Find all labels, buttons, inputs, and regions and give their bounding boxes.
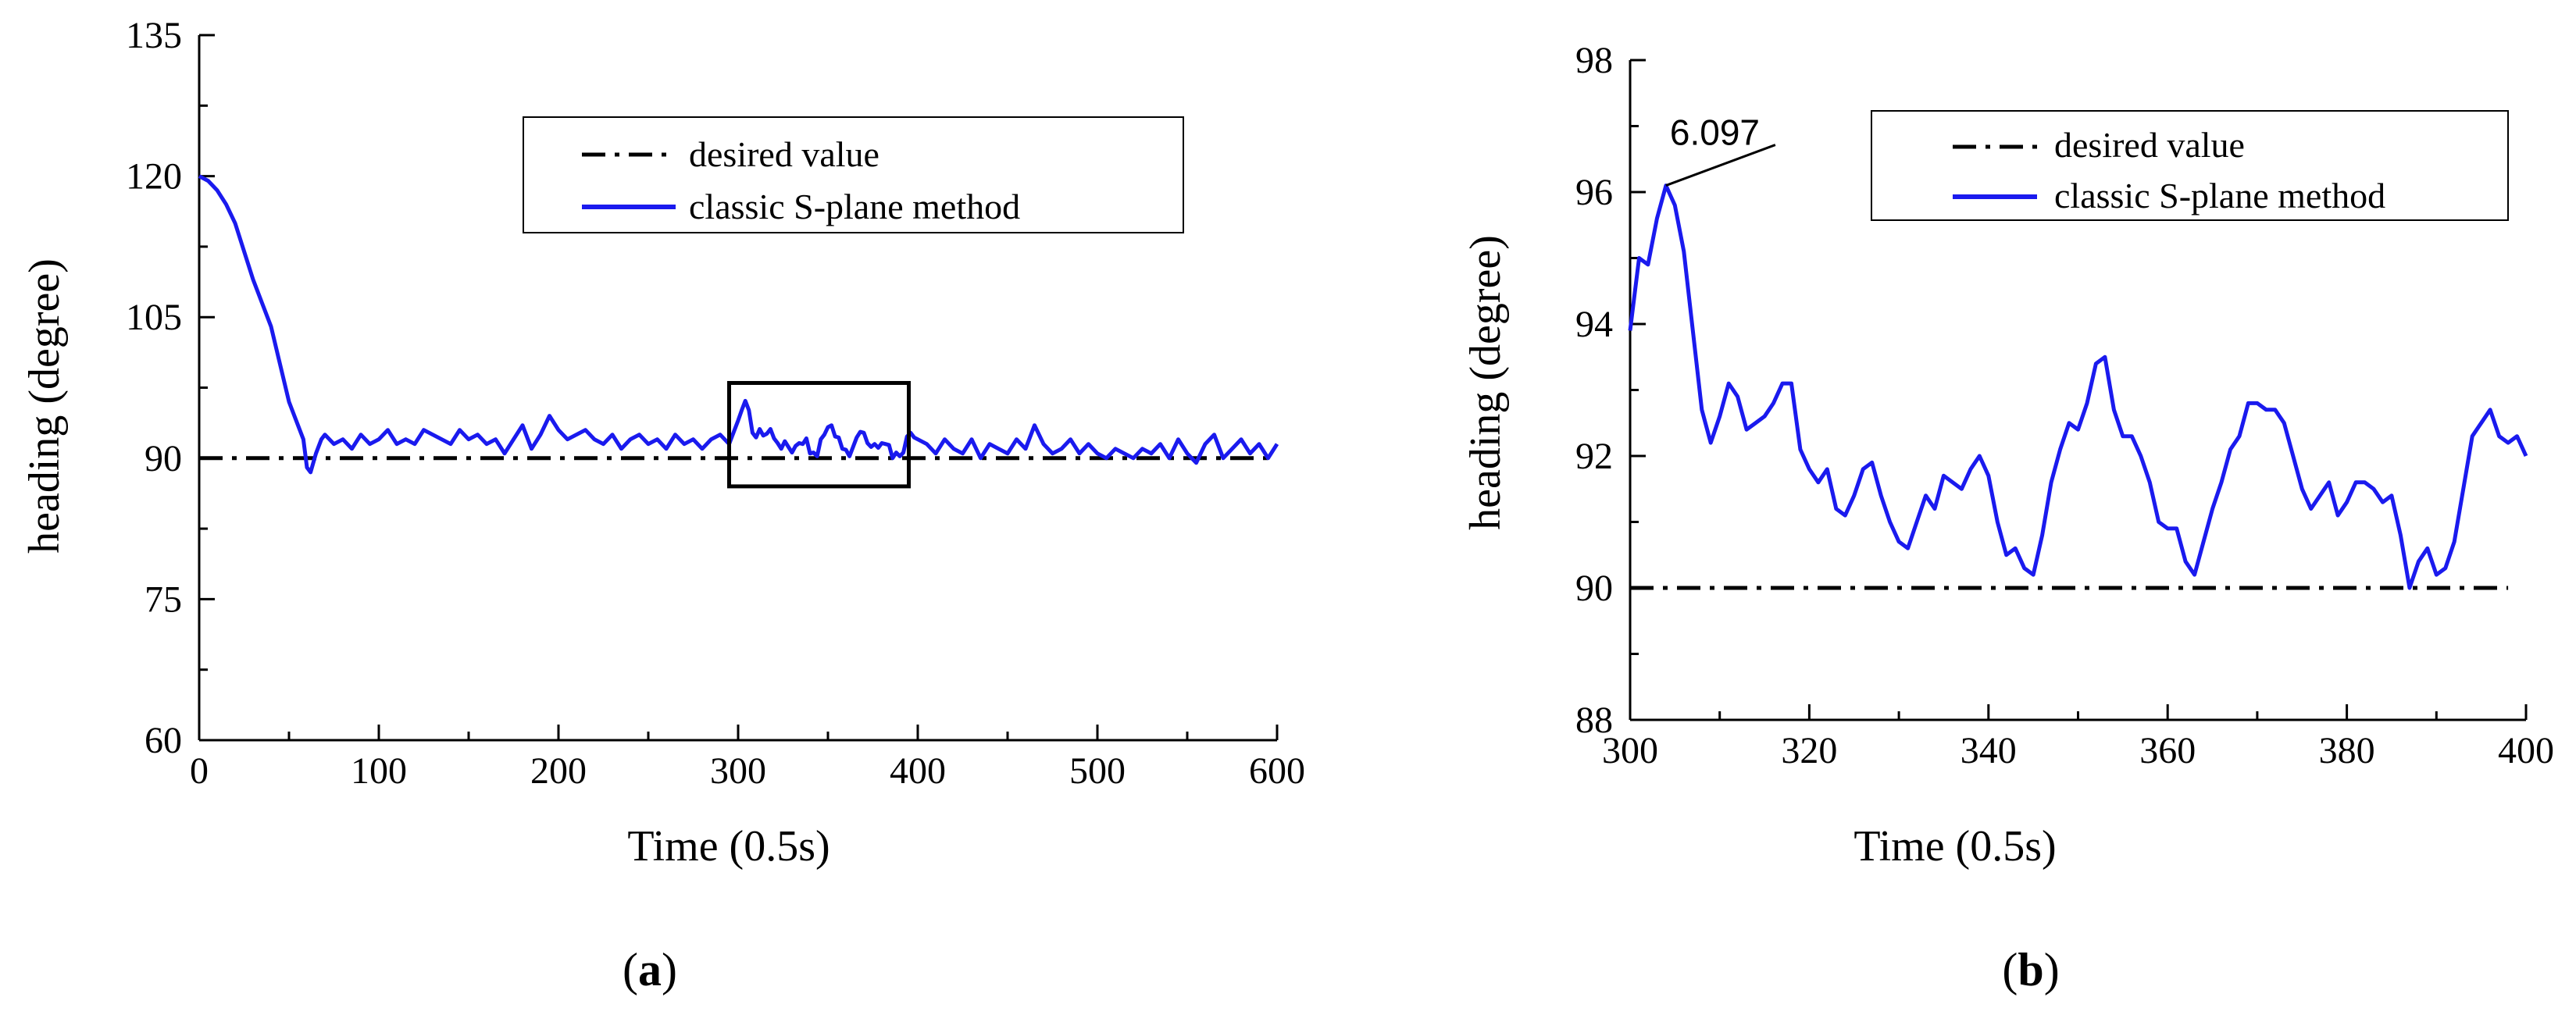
panel-label-b-open: ( — [2002, 944, 2018, 995]
y-axis-title-a: heading (degree) — [20, 258, 69, 554]
chart-panel-b: 300 320 340 360 380 400 88 90 92 94 96 98 6.097 Tim… — [1461, 40, 2554, 995]
y-tick-label-b: 94 — [1575, 304, 1613, 345]
classic-s-plane-line-a — [198, 174, 1279, 475]
y-tick-label-b: 90 — [1575, 568, 1613, 609]
x-axis-title-b: Time (0.5s) — [1854, 822, 2056, 871]
x-tick-label-a: 500 — [1069, 750, 1126, 792]
zoom-region-box-a — [727, 380, 911, 489]
legend-b: desired value classic S-plane method — [1871, 110, 2509, 221]
x-tick-label-b: 400 — [2498, 730, 2554, 771]
y-tick-label-a: 75 — [144, 579, 182, 620]
panel-label-a-letter: a — [638, 944, 662, 995]
x-tick-label-b: 340 — [1961, 730, 2017, 771]
axes-b: 300 320 340 360 380 400 88 90 92 94 96 98 — [1575, 40, 2554, 771]
panel-label-a-open: ( — [623, 944, 638, 995]
y-tick-label-b: 98 — [1575, 40, 1613, 81]
y-tick-label-a: 105 — [126, 297, 182, 338]
legend-label-series-a: classic S-plane method — [689, 187, 1020, 226]
x-tick-label-b: 380 — [2319, 730, 2375, 771]
legend-box-a — [523, 116, 1184, 233]
peak-annotation-leader — [1665, 144, 1776, 187]
y-axis-title-b: heading (degree) — [1461, 235, 1510, 530]
panel-label-b-close: ) — [2044, 944, 2060, 995]
series-layer-b — [1628, 183, 2528, 590]
y-tick-label-a: 60 — [144, 720, 182, 761]
y-tick-label-a: 120 — [126, 156, 182, 198]
panel-label-b: (b) — [2002, 944, 2059, 995]
panel-label-a-close: ) — [662, 944, 677, 995]
x-tick-label-a: 600 — [1249, 750, 1305, 792]
legend-label-series-b: classic S-plane method — [2054, 176, 2385, 215]
x-tick-label-b: 300 — [1602, 730, 1658, 771]
series-layer-a — [198, 174, 1279, 475]
x-tick-label-a: 400 — [890, 750, 946, 792]
x-tick-label-a: 300 — [710, 750, 766, 792]
classic-s-plane-line-b — [1628, 183, 2528, 590]
x-tick-label-a: 100 — [351, 750, 407, 792]
x-tick-label-b: 320 — [1781, 730, 1837, 771]
extras-a — [727, 380, 911, 489]
extras-b: 6.097 — [1665, 112, 1776, 187]
peak-annotation-label: 6.097 — [1670, 112, 1760, 153]
x-tick-label-a: 200 — [530, 750, 587, 792]
y-tick-label-b: 92 — [1575, 436, 1613, 477]
chart-panel-a: 0 100 200 300 400 500 600 60 75 90 105 120 135 Time … — [20, 15, 1305, 995]
legend-label-desired-b: desired value — [2054, 125, 2245, 165]
legend-box-b — [1871, 110, 2509, 221]
x-tick-label-b: 360 — [2139, 730, 2196, 771]
y-tick-label-a: 135 — [126, 15, 182, 56]
axes-a: 0 100 200 300 400 500 600 60 75 90 105 120 135 — [126, 15, 1305, 792]
x-tick-label-a: 0 — [190, 750, 209, 792]
panel-label-a: (a) — [623, 944, 677, 995]
y-tick-label-a: 90 — [144, 438, 182, 479]
x-axis-title-a: Time (0.5s) — [627, 822, 830, 871]
panel-label-b-letter: b — [2018, 944, 2043, 995]
y-tick-label-b: 88 — [1575, 700, 1613, 741]
legend-a: desired value classic S-plane method — [523, 116, 1184, 233]
legend-label-desired-a: desired value — [689, 134, 879, 174]
y-tick-label-b: 96 — [1575, 172, 1613, 213]
